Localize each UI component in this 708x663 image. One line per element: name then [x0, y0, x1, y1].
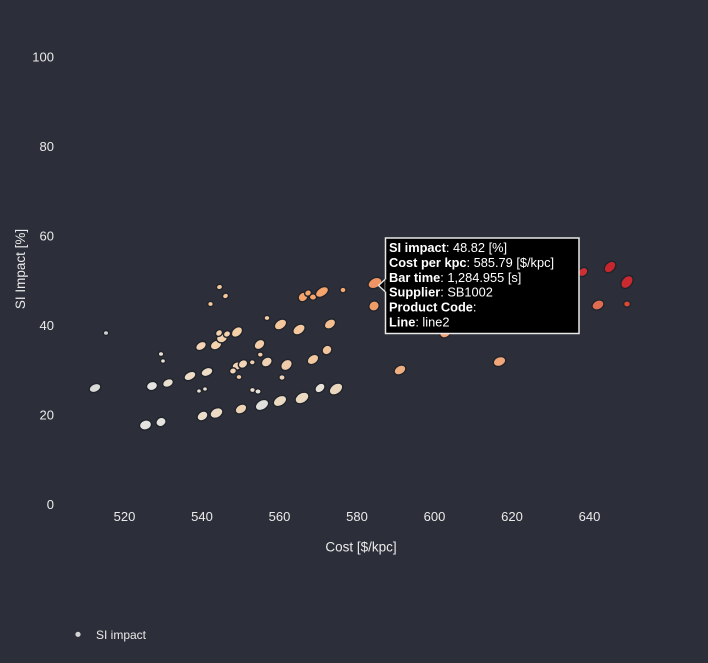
- svg-text:SI impact: 48.82 [%]: SI impact: 48.82 [%]: [389, 240, 507, 255]
- svg-text:640: 640: [579, 509, 601, 524]
- svg-text:520: 520: [114, 509, 136, 524]
- svg-text:Cost [$/kpc]: Cost [$/kpc]: [325, 540, 396, 555]
- svg-text:Line: line2: Line: line2: [389, 315, 449, 330]
- svg-text:40: 40: [40, 318, 54, 333]
- svg-text:100: 100: [32, 50, 54, 65]
- svg-text:Product Code:: Product Code:: [389, 300, 476, 315]
- svg-text:20: 20: [40, 408, 54, 423]
- svg-text:540: 540: [191, 509, 213, 524]
- svg-text:580: 580: [346, 509, 368, 524]
- svg-text:SI Impact [%]: SI Impact [%]: [13, 229, 28, 309]
- svg-text:SI impact: SI impact: [96, 628, 147, 642]
- svg-text:0: 0: [47, 497, 54, 512]
- svg-text:Supplier: SB1002: Supplier: SB1002: [389, 285, 493, 300]
- svg-text:600: 600: [424, 509, 446, 524]
- svg-text:60: 60: [40, 229, 54, 244]
- svg-text:560: 560: [269, 509, 291, 524]
- svg-text:Bar time: 1,284.955 [s]: Bar time: 1,284.955 [s]: [389, 270, 521, 285]
- svg-text:80: 80: [40, 139, 54, 154]
- svg-text:Cost per kpc: 585.79 [$/kpc]: Cost per kpc: 585.79 [$/kpc]: [389, 255, 554, 270]
- svg-text:620: 620: [501, 509, 523, 524]
